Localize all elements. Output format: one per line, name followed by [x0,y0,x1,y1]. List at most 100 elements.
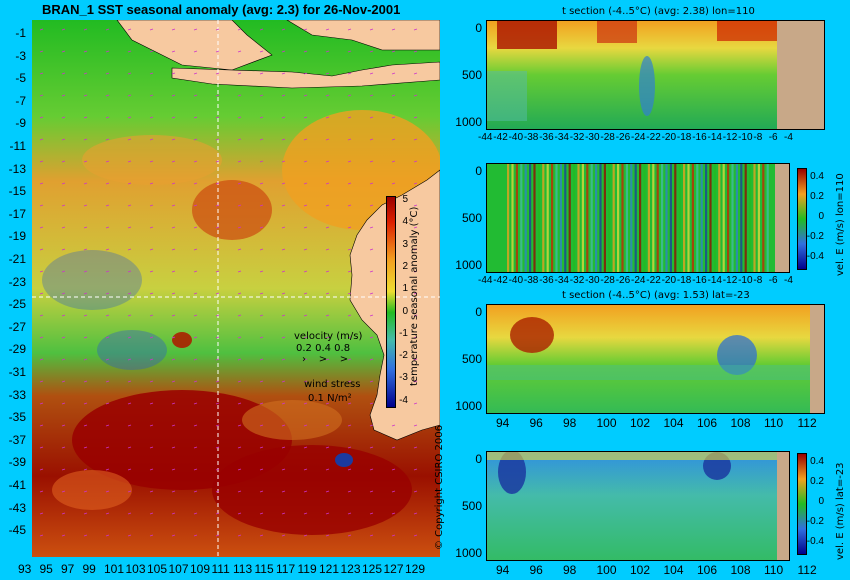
velocity-arrow [215,226,220,229]
velocity-arrow [171,380,176,383]
velocity-arrow [215,336,220,339]
velocity-stripe [731,164,734,272]
px0-tick: -14 [707,132,722,143]
velocity-arrow [105,490,110,493]
velocity-arrow [347,512,352,515]
py0-tick: 0 [475,21,482,35]
wind-stress-value: 0.1 N/m² [308,393,352,404]
velocity-arrow [61,138,66,141]
velocity-arrow [347,204,352,207]
velocity-arrow [193,28,198,31]
velocity-arrow [237,468,242,471]
velocity-arrow [193,160,198,163]
velocity-arrow [215,314,220,317]
lonAxis-tick: 103 [125,562,146,576]
velocity-arrow [193,270,198,273]
velocity-arrow [369,446,374,449]
velocity-arrow [237,490,242,493]
px0-tick: -40 [508,132,524,143]
velocity-arrow [391,534,396,537]
py3-tick: 1000 [455,546,482,560]
velocity-arrow [259,446,264,449]
velocity-arrow [347,116,352,119]
velocity-arrow [193,358,198,361]
velocity-arrow [149,94,154,97]
px1-tick: -20 [661,275,677,286]
lonAxis-tick: 125 [362,562,383,576]
py3-tick: 500 [461,499,482,513]
px0-tick: -12 [722,132,738,143]
px3-tick: 102 [630,563,651,577]
velocity-arrow [237,402,242,405]
velocity-arrow [39,270,44,273]
velocity-stripe [674,164,677,272]
py2-tick: 500 [461,352,482,366]
px0-tick: -44 [478,132,493,143]
velocity-arrow [347,534,352,537]
velocity-arrow [39,358,44,361]
velocity-arrow [39,446,44,449]
velocity-arrow [61,490,66,493]
velocity-arrow [237,314,242,317]
velocity-arrow [61,50,66,53]
velocity-arrow [105,380,110,383]
velocity-arrow [303,490,308,493]
colorbar-u-lat-ticks: 0.4 0.2 0 -0.2 -0.4 [806,453,826,553]
velocity-arrow [369,182,374,185]
px1-tick: -4 [784,275,793,286]
velocity-arrow [193,314,198,317]
velocity-arrow [369,28,374,31]
velocity-arrow [237,292,242,295]
velocity-stripe [542,164,545,272]
px1-tick: -24 [631,275,646,286]
latAxis-tick: -17 [8,206,26,221]
cbTicks1-tick: -0.4 [806,251,824,262]
velocity-arrow [105,204,110,207]
velocity-arrow [259,182,264,185]
velocity-arrow [303,160,308,163]
map-colorbar [386,196,396,408]
mapCbTicks-tick: -1 [399,327,408,339]
velocity-arrow [83,424,88,427]
velocity-arrow [303,116,308,119]
velocity-arrow [105,402,110,405]
velocity-stripe [529,164,532,272]
velocity-arrow [303,292,308,295]
latAxis-tick: -3 [15,48,26,63]
px0-tick: -8 [753,132,763,143]
latAxis-tick: -1 [15,26,26,40]
velocity-arrow [149,292,154,295]
velocity-arrow [347,28,352,31]
velocity-arrow [127,72,132,75]
mapCbTicks-tick: 1 [402,283,408,295]
velocity-arrow [369,94,374,97]
lonAxis-tick: 101 [104,562,125,576]
colorbar-u-lon [797,168,807,270]
velocity-arrow [215,204,220,207]
velocity-arrow [369,116,374,119]
velocity-arrow [281,446,286,449]
velocity-arrow [259,292,264,295]
velocity-stripe [581,164,584,272]
velocity-stripe [515,164,518,272]
velocity-arrow [193,204,198,207]
velocity-arrow [259,72,264,75]
velocity-arrow [347,380,352,383]
map-colorbar-label: temperature seasonal anomaly (°C) [409,206,420,386]
velocity-arrow [171,534,176,537]
velocity-arrow [149,160,154,163]
velocity-arrow [303,28,308,31]
lonAxis-tick: 95 [39,562,53,576]
velocity-arrow [215,534,220,537]
velocity-arrow [149,248,154,251]
velocity-arrow [303,336,308,339]
lonAxis-tick: 111 [211,562,230,576]
py3-tick: 0 [475,452,482,466]
velocity-arrow [325,50,330,53]
cbTicks3-tick: -0.2 [806,516,824,527]
velocity-arrow [127,336,132,339]
velocity-arrow [149,204,154,207]
velocity-legend-arrows: › > > [302,354,349,365]
velocity-arrow [259,270,264,273]
velocity-arrow [413,50,418,53]
